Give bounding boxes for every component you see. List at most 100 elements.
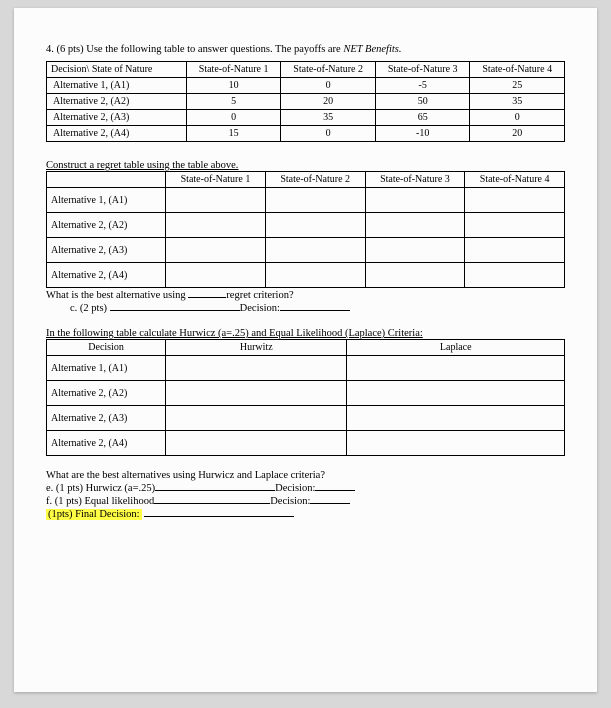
col-header: State-of-Nature 1 [166,172,266,188]
table-row: Decision\ State of Nature State-of-Natur… [47,62,565,78]
cell [166,406,347,431]
payoff-table: Decision\ State of Nature State-of-Natur… [46,61,565,142]
cell: -5 [375,78,470,94]
regret-title: Construct a regret table using the table… [46,160,565,171]
cell [265,238,365,263]
col-header: Decision\ State of Nature [47,62,187,78]
blank-line [188,297,226,298]
page: 4. (6 pts) Use the following table to an… [14,8,597,692]
cell: 50 [375,94,470,110]
table-row: Alternative 2, (A3) [47,406,565,431]
blank-line [144,516,294,517]
col-header: Hurwitz [166,340,347,356]
cell [347,431,565,456]
final-line2: f. (1 pts) Equal likelihood Decision: [46,496,565,507]
text: regret criterion? [226,290,293,301]
text: f. (1 pts) Equal likelihood [46,496,154,507]
cell [166,263,266,288]
cell: Alternative 2, (A3) [47,238,166,263]
col-header: State-of-Nature 2 [281,62,376,78]
blank-line [155,490,275,491]
blank-line [154,503,270,504]
cell: Alternative 2, (A2) [47,213,166,238]
cell [265,263,365,288]
cell: 0 [281,78,376,94]
table-row: Alternative 2, (A2)5205035 [47,94,565,110]
cell: 10 [186,78,281,94]
cell: Alternative 2, (A4) [47,263,166,288]
regret-question-line1: What is the best alternative using regre… [46,290,565,301]
blank-line [280,310,350,311]
table-row: Alternative 2, (A3) [47,238,565,263]
cell [465,188,565,213]
col-header: State-of-Nature 1 [186,62,281,78]
text: e. (1 pts) Hurwicz (a=.25) [46,483,155,494]
cell: 15 [186,126,281,142]
table-row: State-of-Nature 1 State-of-Nature 2 Stat… [47,172,565,188]
blank-line [110,310,240,311]
col-header: Decision [47,340,166,356]
cell [166,238,266,263]
cell [166,431,347,456]
cell: 35 [281,110,376,126]
question-number: 4. [46,44,54,55]
cell [365,188,465,213]
final-line0: What are the best alternatives using Hur… [46,470,565,481]
question-header: 4. (6 pts) Use the following table to an… [46,44,565,55]
text: Decision: [275,483,315,494]
text: What is the best alternative using [46,290,186,301]
cell: 0 [186,110,281,126]
text: c. (2 pts) [70,303,107,314]
col-header: State-of-Nature 3 [365,172,465,188]
table-row: Alternative 1, (A1) [47,356,565,381]
table-row: Alternative 2, (A3)035650 [47,110,565,126]
final-line1: e. (1 pts) Hurwicz (a=.25) Decision: [46,483,565,494]
cell: Alternative 1, (A1) [47,78,187,94]
cell: 20 [470,126,565,142]
cell [365,238,465,263]
cell: 5 [186,94,281,110]
cell [347,356,565,381]
cell: 65 [375,110,470,126]
cell [365,213,465,238]
cell: 25 [470,78,565,94]
cell [347,381,565,406]
cell: Alternative 1, (A1) [47,188,166,213]
final-line3: (1pts) Final Decision: [46,509,565,520]
question-prompt-italic: NET Benefits. [343,44,401,55]
cell [465,238,565,263]
text: Decision: [240,303,280,314]
table-row: Alternative 1, (A1) [47,188,565,213]
table-row: Alternative 2, (A4) [47,263,565,288]
text: Decision: [270,496,310,507]
table-row: Alternative 2, (A2) [47,213,565,238]
cell [365,263,465,288]
cell: -10 [375,126,470,142]
cell: 20 [281,94,376,110]
blank-line [310,503,350,504]
cell: 0 [470,110,565,126]
cell [465,213,565,238]
hurwicz-intro: In the following table calculate Hurwicz… [46,328,565,339]
cell: 35 [470,94,565,110]
col-header: Laplace [347,340,565,356]
cell [166,381,347,406]
cell [465,263,565,288]
col-header: State-of-Nature 4 [470,62,565,78]
cell: Alternative 2, (A3) [47,406,166,431]
cell: Alternative 2, (A4) [47,431,166,456]
table-row: Alternative 2, (A4) [47,431,565,456]
question-prompt: Use the following table to answer questi… [86,44,340,55]
cell: Alternative 2, (A2) [47,381,166,406]
cell [347,406,565,431]
cell [166,213,266,238]
regret-table: State-of-Nature 1 State-of-Nature 2 Stat… [46,171,565,288]
question-points: (6 pts) [57,44,84,55]
cell: Alternative 2, (A2) [47,94,187,110]
hurwicz-table: Decision Hurwitz Laplace Alternative 1, … [46,339,565,456]
cell: Alternative 2, (A3) [47,110,187,126]
cell [166,188,266,213]
regret-question-line2: c. (2 pts) Decision: [70,303,565,314]
table-row: Decision Hurwitz Laplace [47,340,565,356]
table-row: Alternative 2, (A2) [47,381,565,406]
